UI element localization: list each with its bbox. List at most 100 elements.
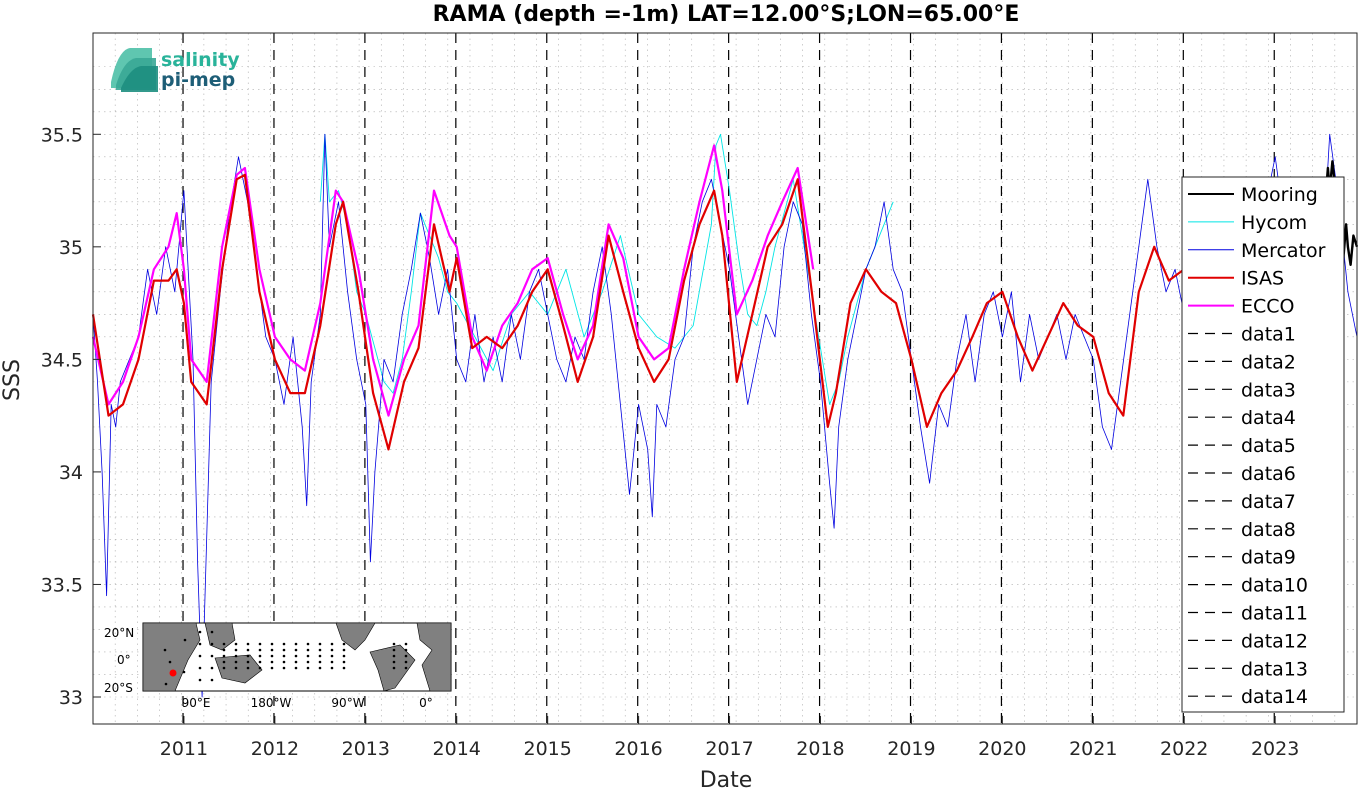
x-tick-label: 2017 bbox=[705, 738, 753, 760]
buoy-dot bbox=[246, 642, 250, 646]
map-lon-180w: 180°W bbox=[251, 696, 292, 710]
logo-line2: pi-mep bbox=[161, 69, 235, 91]
y-tick-label: 34.5 bbox=[41, 349, 83, 371]
buoy-dot bbox=[246, 660, 250, 664]
vertical-lines bbox=[182, 33, 1275, 724]
buoy-dot bbox=[234, 660, 238, 664]
buoy-dot bbox=[246, 648, 250, 652]
buoy-dot bbox=[342, 642, 346, 646]
x-tick-label: 2020 bbox=[978, 738, 1026, 760]
buoy-dot bbox=[246, 666, 250, 670]
buoy-dot bbox=[210, 678, 214, 682]
buoy-dot bbox=[270, 660, 274, 664]
buoy-dot bbox=[294, 642, 298, 646]
buoy-dot bbox=[330, 654, 334, 658]
legend-label-data6: data6 bbox=[1241, 463, 1296, 485]
map-lat-20n: 20°N bbox=[104, 626, 134, 640]
buoy-dot bbox=[183, 638, 187, 642]
buoy-dot bbox=[330, 666, 334, 670]
buoy-dot bbox=[306, 666, 310, 670]
x-tick-label: 2015 bbox=[523, 738, 571, 760]
buoy-dot bbox=[198, 630, 202, 634]
buoy-dot bbox=[222, 654, 226, 658]
legend-label-data8: data8 bbox=[1241, 519, 1296, 541]
legend-label-data3: data3 bbox=[1241, 379, 1296, 401]
buoy-dot bbox=[294, 648, 298, 652]
x-tick-label: 2018 bbox=[796, 738, 844, 760]
legend-label-data4: data4 bbox=[1241, 407, 1296, 429]
legend-label-data5: data5 bbox=[1241, 435, 1296, 457]
buoy-dot bbox=[330, 642, 334, 646]
buoy-dot bbox=[222, 642, 226, 646]
buoy-dot bbox=[404, 648, 408, 652]
buoy-dot bbox=[210, 654, 214, 658]
buoy-dot bbox=[404, 654, 408, 658]
x-axis-label: Date bbox=[700, 768, 753, 790]
buoy-dot bbox=[294, 660, 298, 664]
buoy-dot bbox=[342, 654, 346, 658]
legend-label-data14: data14 bbox=[1241, 686, 1308, 708]
buoy-dot bbox=[234, 648, 238, 652]
y-tick-label: 35 bbox=[59, 237, 83, 259]
buoy-dot bbox=[222, 648, 226, 652]
buoy-dot bbox=[258, 654, 262, 658]
buoy-dot bbox=[222, 666, 226, 670]
legend-label-ecco: ECCO bbox=[1241, 296, 1295, 318]
buoy-dot bbox=[404, 666, 408, 670]
buoy-dot bbox=[198, 642, 202, 646]
buoy-dot bbox=[182, 670, 186, 674]
buoy-dot bbox=[306, 642, 310, 646]
buoy-dot bbox=[168, 660, 172, 664]
x-tick-label: 2014 bbox=[433, 738, 481, 760]
buoy-dot bbox=[234, 666, 238, 670]
buoy-dot bbox=[392, 648, 396, 652]
legend-label-data7: data7 bbox=[1241, 491, 1296, 513]
buoy-dot bbox=[404, 642, 408, 646]
buoy-dot bbox=[294, 654, 298, 658]
legend-label-mercator: Mercator bbox=[1241, 240, 1326, 262]
legend-label-data10: data10 bbox=[1241, 575, 1308, 597]
series-lines bbox=[91, 133, 1358, 698]
buoy-dot bbox=[392, 654, 396, 658]
buoy-dot bbox=[164, 682, 168, 686]
x-tick-label: 2011 bbox=[160, 738, 208, 760]
buoy-dot bbox=[270, 654, 274, 658]
buoy-dot bbox=[330, 660, 334, 664]
map-lat-0: 0° bbox=[117, 653, 131, 667]
buoy-dot bbox=[282, 654, 286, 658]
buoy-dot bbox=[270, 666, 274, 670]
buoy-dot bbox=[222, 660, 226, 664]
buoy-dot bbox=[318, 648, 322, 652]
logo-line1: salinity bbox=[161, 49, 240, 71]
legend-label-data11: data11 bbox=[1241, 603, 1308, 625]
buoy-dot bbox=[258, 666, 262, 670]
buoy-dot bbox=[318, 666, 322, 670]
buoy-dot bbox=[318, 654, 322, 658]
legend: Mooring Hycom Mercator ISAS ECCO data1 data2 da… bbox=[1181, 176, 1345, 713]
x-axis: 2011 2012 2013 2014 2015 2016 2017 2018 2019 2020… bbox=[160, 716, 1299, 760]
legend-label-mooring: Mooring bbox=[1241, 184, 1318, 206]
x-tick-label: 2012 bbox=[251, 738, 299, 760]
x-tick-label: 2023 bbox=[1251, 738, 1299, 760]
buoy-dot bbox=[342, 648, 346, 652]
x-tick-label: 2016 bbox=[614, 738, 662, 760]
buoy-dot bbox=[258, 660, 262, 664]
plot-frame bbox=[92, 32, 1358, 725]
buoy-dot bbox=[234, 654, 238, 658]
y-axis: 33 33.5 34 34.5 35 35.5 bbox=[41, 124, 101, 709]
buoy-dot bbox=[282, 660, 286, 664]
legend-label-isas: ISAS bbox=[1241, 268, 1284, 290]
legend-label-hycom: Hycom bbox=[1241, 212, 1307, 234]
series-line-ecco bbox=[91, 144, 815, 417]
buoy-dot bbox=[210, 666, 214, 670]
buoy-dot bbox=[392, 642, 396, 646]
legend-label-data1: data1 bbox=[1241, 324, 1296, 346]
buoy-dot bbox=[246, 654, 250, 658]
legend-label-data2: data2 bbox=[1241, 351, 1296, 373]
buoy-dot bbox=[318, 660, 322, 664]
buoy-dot bbox=[318, 642, 322, 646]
map-lat-20s: 20°S bbox=[104, 681, 133, 695]
buoy-dot bbox=[282, 666, 286, 670]
buoy-dot bbox=[210, 642, 214, 646]
